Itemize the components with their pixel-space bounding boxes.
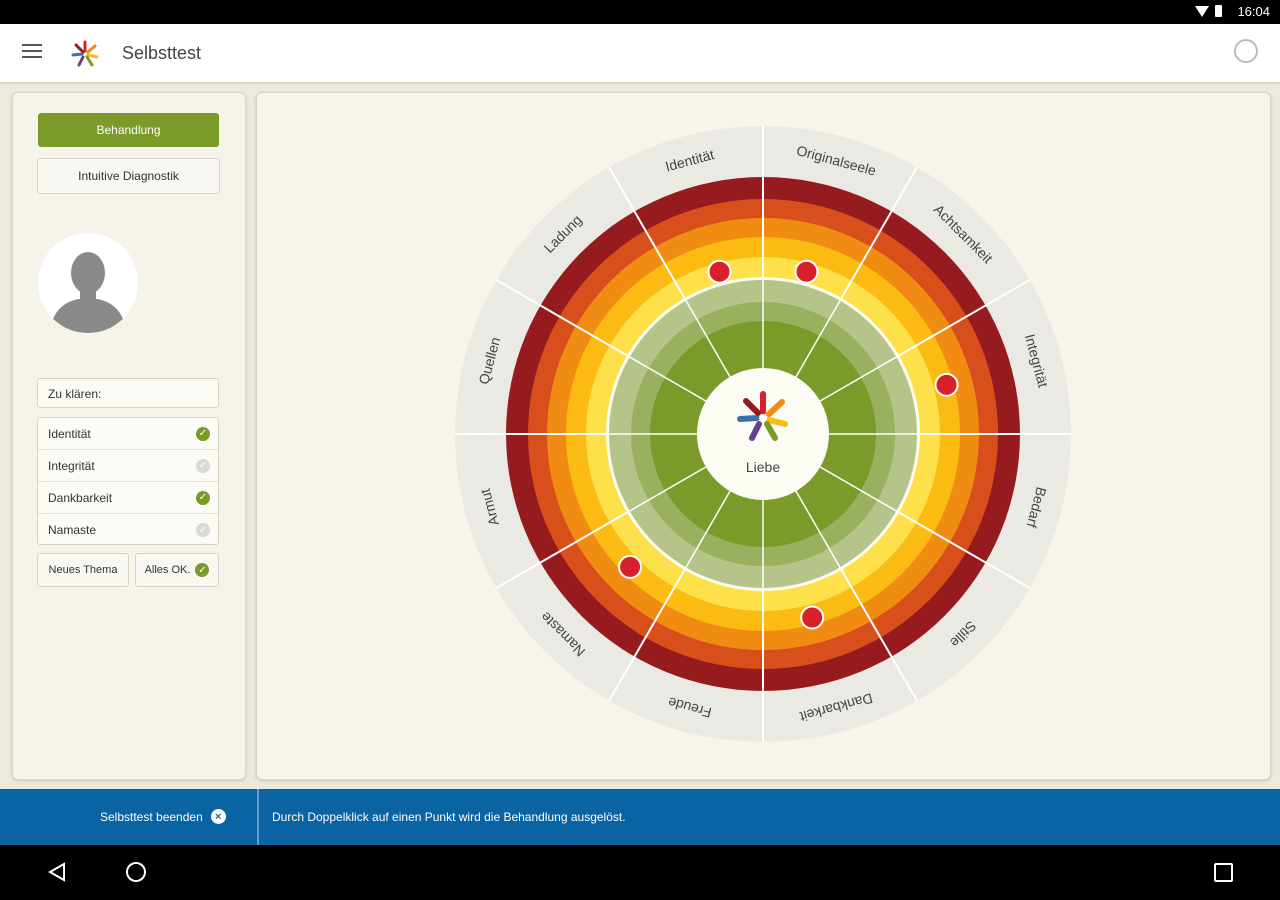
system-icons <box>1195 5 1222 17</box>
center-flower-icon <box>737 391 788 441</box>
wheel-center[interactable] <box>697 368 829 500</box>
left-panel: Behandlung Intuitive Diagnostik Zu kläre… <box>12 92 246 780</box>
clarify-field[interactable]: Zu klären: <box>37 378 219 408</box>
status-bar: 16:04 <box>0 0 1280 24</box>
self-test-wheel[interactable]: OriginalseeleAchtsamkeitIntegritätBedarf… <box>455 126 1071 742</box>
app-bar: Selbsttest <box>0 24 1280 84</box>
wheel-spoke <box>495 511 628 589</box>
wheel-marker[interactable] <box>707 259 732 284</box>
topic-label: Integrität <box>48 458 95 473</box>
check-icon: ✓ <box>196 458 210 473</box>
wheel-spoke <box>629 466 707 512</box>
avatar[interactable] <box>38 233 138 333</box>
check-icon: ✓ <box>196 426 210 441</box>
wheel-spoke <box>608 569 686 702</box>
new-topic-button[interactable]: Neues Thema <box>37 553 129 587</box>
check-icon: ✓ <box>196 523 210 537</box>
battery-icon <box>1215 5 1222 17</box>
wheel-marker[interactable] <box>794 259 819 284</box>
divider <box>257 789 259 845</box>
all-ok-label: Alles OK. <box>144 564 191 576</box>
wheel-spoke <box>685 300 731 378</box>
bottom-bar: Selbsttest beenden × Durch Doppelklick a… <box>0 789 1280 845</box>
app-title: Selbsttest <box>122 43 202 63</box>
wheel-spoke <box>795 300 841 378</box>
wheel-spoke <box>819 466 897 512</box>
topic-label: Dankbarkeit <box>48 490 113 505</box>
treatment-button[interactable]: Behandlung <box>38 113 219 147</box>
navigation-bar <box>0 845 1280 900</box>
check-icon: ✓ <box>195 563 210 577</box>
hint-text: Durch Doppelklick auf einen Punkt wird d… <box>272 810 626 824</box>
wheel-marker[interactable] <box>800 605 825 630</box>
topic-label: Namaste <box>48 523 97 537</box>
all-ok-button[interactable]: Alles OK. ✓ <box>135 553 219 587</box>
topic-item[interactable]: Namaste ✓ <box>38 514 218 546</box>
topic-item[interactable]: Integrität ✓ <box>38 450 218 482</box>
wheel-spoke <box>495 279 628 357</box>
wheel-spoke <box>629 356 707 402</box>
hamburger-menu-icon[interactable] <box>22 44 42 58</box>
wheel-spoke <box>685 490 731 568</box>
close-icon: × <box>210 809 226 824</box>
clock: 16:04 <box>1237 4 1270 19</box>
wheel-spoke <box>819 356 897 402</box>
back-icon[interactable] <box>47 862 67 882</box>
topic-label: Identität <box>48 426 91 441</box>
wheel-spoke <box>608 166 686 299</box>
flower-logo-icon <box>71 40 99 67</box>
home-icon[interactable] <box>1234 39 1258 63</box>
wifi-icon <box>1195 5 1209 17</box>
topic-item[interactable]: Identität ✓ <box>38 418 218 450</box>
main-panel: Originalseele Achtsamkeit Integrität Bedarf… <box>256 92 1271 780</box>
end-test-label: Selbsttest beenden <box>100 809 203 824</box>
intuitive-diagnostic-button[interactable]: Intuitive Diagnostik <box>37 158 220 194</box>
person-silhouette-icon <box>50 252 126 333</box>
check-icon: ✓ <box>196 490 210 505</box>
center-label: Liebe <box>746 459 780 475</box>
wheel-spoke <box>840 166 918 299</box>
wheel-marker[interactable] <box>934 372 959 397</box>
nav-home-icon[interactable] <box>126 862 146 882</box>
recent-apps-icon[interactable] <box>1214 863 1233 882</box>
wheel-marker[interactable] <box>618 554 643 579</box>
topic-item[interactable]: Dankbarkeit ✓ <box>38 482 218 514</box>
topic-list: Identität ✓ Integrität ✓ Dankbarkeit ✓ N… <box>37 417 219 545</box>
wheel-spoke <box>795 490 841 568</box>
end-test-button[interactable]: Selbsttest beenden × <box>100 809 226 824</box>
wheel-spoke <box>840 569 918 702</box>
wheel-spoke <box>898 279 1031 357</box>
wheel-spoke <box>898 511 1031 589</box>
